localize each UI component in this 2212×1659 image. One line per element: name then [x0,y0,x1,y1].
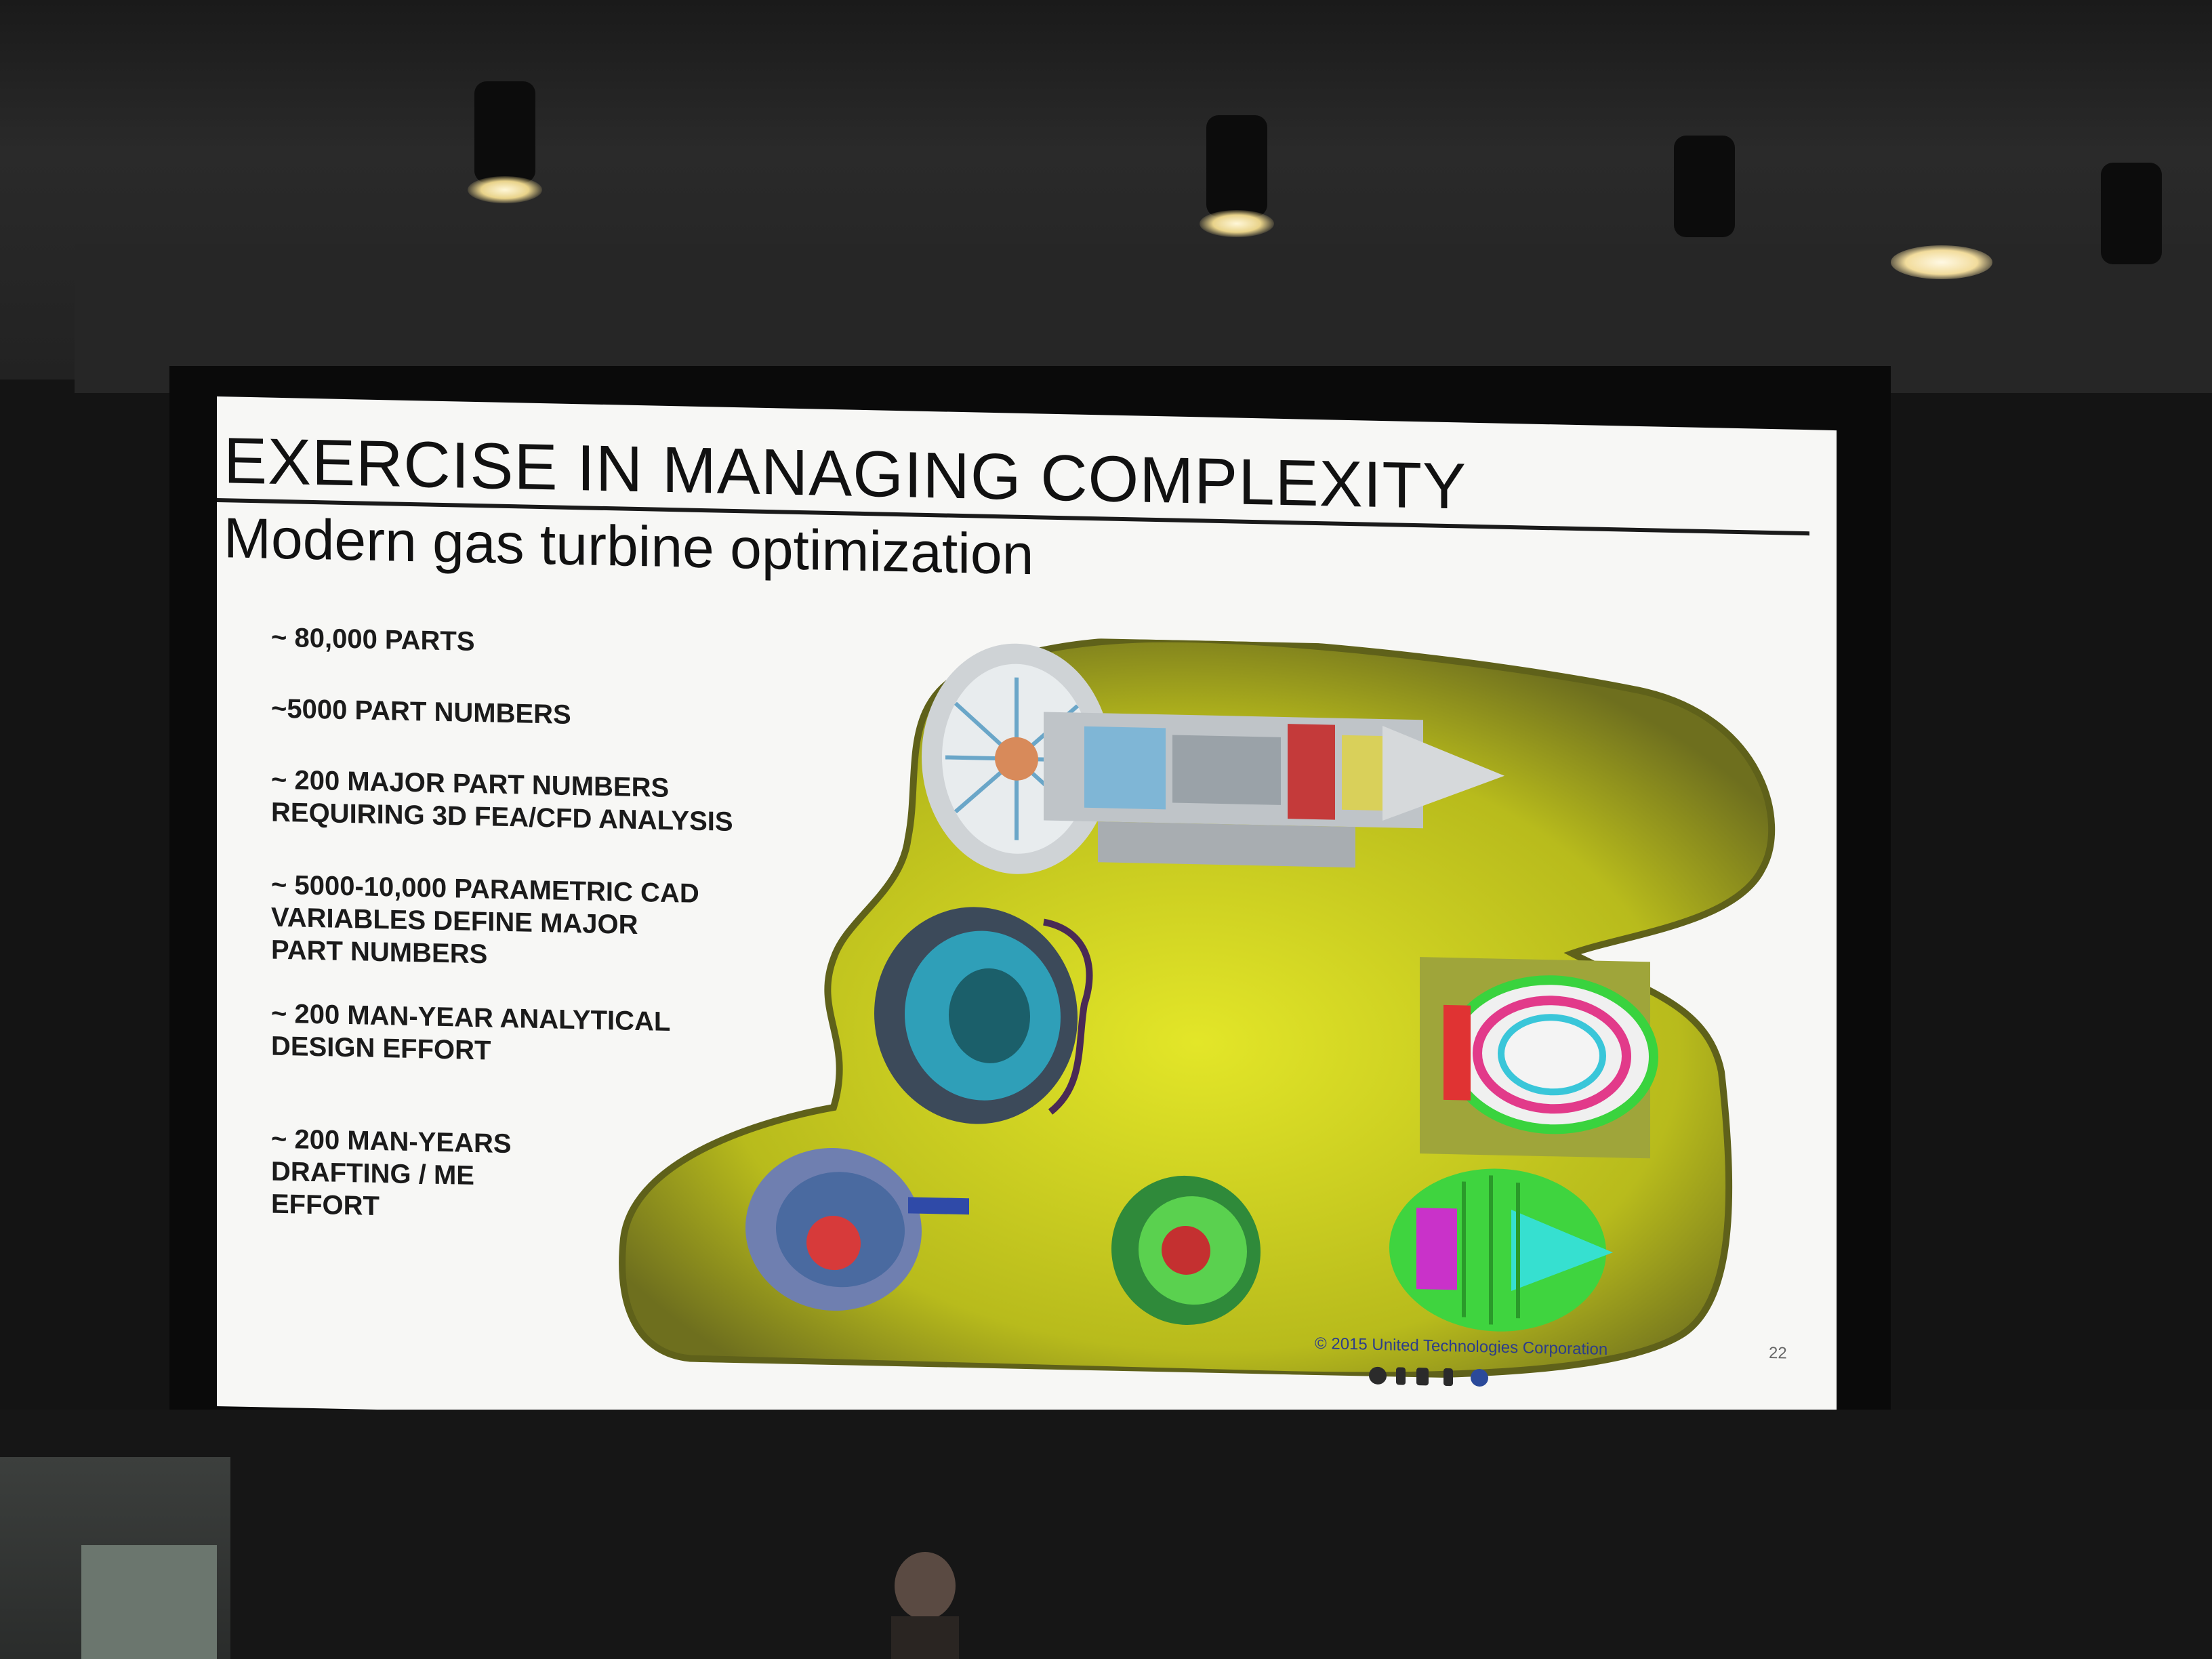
side-display [81,1545,217,1659]
bullet-parts: ~ 80,000 PARTS [271,622,475,657]
volume-icon[interactable] [1443,1368,1453,1387]
playback-controls-icon[interactable] [1369,1363,1545,1393]
rewind-icon[interactable] [1369,1366,1387,1385]
compressor-rings-image [1420,957,1658,1159]
stage-area [0,1410,2212,1659]
presenter-silhouette [891,1552,959,1659]
stop-icon[interactable] [1416,1368,1429,1386]
page-number: 22 [1769,1343,1787,1363]
presentation-slide: EXERCISE IN MANAGING COMPLEXITY Modern g… [217,396,1837,1441]
bullet-part-numbers: ~5000 PART NUMBERS [271,693,571,730]
turbine-rotor-image [745,1148,969,1311]
engine-illustration [619,635,1776,1379]
pause-icon[interactable] [1396,1367,1406,1385]
disk-module-image [1111,1175,1261,1325]
turbine-cutaway-image [922,643,1504,874]
fan-module-image [874,907,1093,1124]
slide-subtitle: Modern gas turbine optimization [224,506,1034,587]
exhaust-cone-image [1389,1168,1613,1332]
bullet-drafting-effort: ~ 200 MAN-YEARS DRAFTING / ME EFFORT [271,1124,512,1222]
user-icon[interactable] [1471,1368,1488,1387]
ceiling-spotlight [1891,245,1992,279]
